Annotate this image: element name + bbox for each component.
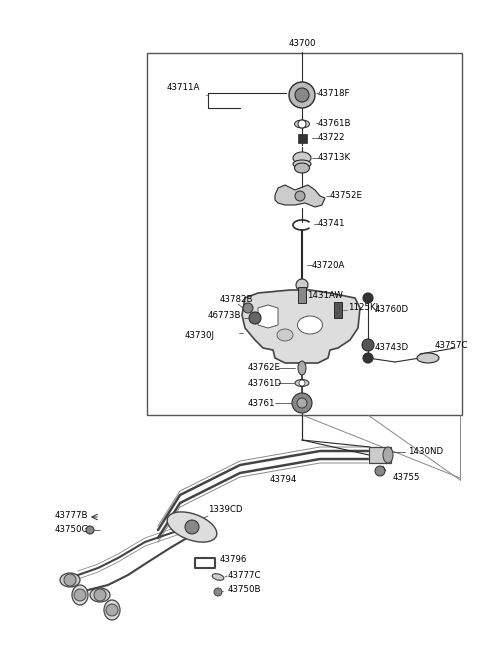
Text: 43761B: 43761B: [318, 119, 351, 128]
Circle shape: [295, 191, 305, 201]
Text: 43711A: 43711A: [167, 83, 200, 92]
Text: 43762E: 43762E: [248, 364, 281, 373]
Text: 1125KJ: 1125KJ: [348, 303, 378, 312]
Circle shape: [243, 303, 253, 313]
Circle shape: [214, 588, 222, 596]
Ellipse shape: [383, 447, 393, 463]
Text: 43782B: 43782B: [220, 295, 253, 305]
Text: 43796: 43796: [220, 555, 247, 565]
Ellipse shape: [298, 361, 306, 375]
Text: 43700: 43700: [288, 39, 316, 48]
Circle shape: [363, 353, 373, 363]
Text: 43750G: 43750G: [55, 525, 89, 534]
Text: 43743D: 43743D: [375, 343, 409, 352]
Bar: [334, 302, 342, 318]
Text: 43741: 43741: [318, 219, 346, 229]
Circle shape: [64, 574, 76, 586]
Circle shape: [94, 589, 106, 601]
Text: 43720A: 43720A: [312, 261, 346, 269]
Circle shape: [74, 589, 86, 601]
Circle shape: [185, 520, 199, 534]
Text: 46773B: 46773B: [208, 310, 241, 320]
Circle shape: [363, 293, 373, 303]
Text: 43794: 43794: [270, 476, 298, 485]
Text: 43761: 43761: [248, 398, 276, 407]
Circle shape: [292, 393, 312, 413]
Circle shape: [298, 120, 306, 128]
Text: 1339CD: 1339CD: [208, 506, 242, 514]
Ellipse shape: [167, 512, 217, 542]
Ellipse shape: [295, 163, 310, 173]
Text: 43777C: 43777C: [228, 571, 262, 580]
Text: 43722: 43722: [318, 134, 346, 143]
Ellipse shape: [295, 379, 309, 386]
Ellipse shape: [295, 120, 310, 128]
Ellipse shape: [417, 353, 439, 363]
Text: 43750B: 43750B: [228, 586, 262, 595]
Bar: [369, 447, 391, 463]
Text: 43757C: 43757C: [435, 341, 468, 350]
Text: 1430ND: 1430ND: [408, 447, 443, 457]
Ellipse shape: [60, 573, 80, 587]
Ellipse shape: [293, 152, 311, 164]
Polygon shape: [242, 290, 360, 363]
Polygon shape: [275, 185, 325, 207]
Bar: [147, 53, 462, 415]
Bar: [298, 134, 307, 143]
Text: 43752E: 43752E: [330, 191, 363, 200]
Ellipse shape: [104, 600, 120, 620]
Ellipse shape: [293, 160, 311, 168]
Circle shape: [297, 398, 307, 408]
Text: 43755: 43755: [393, 472, 420, 481]
Circle shape: [106, 604, 118, 616]
Text: 1431AW: 1431AW: [307, 291, 343, 301]
Ellipse shape: [72, 585, 88, 605]
Text: 43777B: 43777B: [55, 510, 88, 519]
Circle shape: [289, 82, 315, 108]
Circle shape: [375, 466, 385, 476]
Circle shape: [299, 380, 305, 386]
Bar: [298, 287, 306, 303]
Circle shape: [295, 88, 309, 102]
Circle shape: [86, 526, 94, 534]
Text: 43730J: 43730J: [185, 331, 215, 339]
Polygon shape: [258, 305, 278, 328]
Circle shape: [362, 339, 374, 351]
Text: 43713K: 43713K: [318, 153, 351, 162]
Ellipse shape: [90, 588, 110, 602]
Ellipse shape: [212, 574, 224, 580]
Circle shape: [296, 279, 308, 291]
Ellipse shape: [298, 316, 323, 334]
Text: 43761D: 43761D: [248, 379, 282, 388]
Text: 43718F: 43718F: [318, 88, 350, 98]
Ellipse shape: [277, 329, 293, 341]
Circle shape: [249, 312, 261, 324]
Text: 43760D: 43760D: [375, 305, 409, 314]
